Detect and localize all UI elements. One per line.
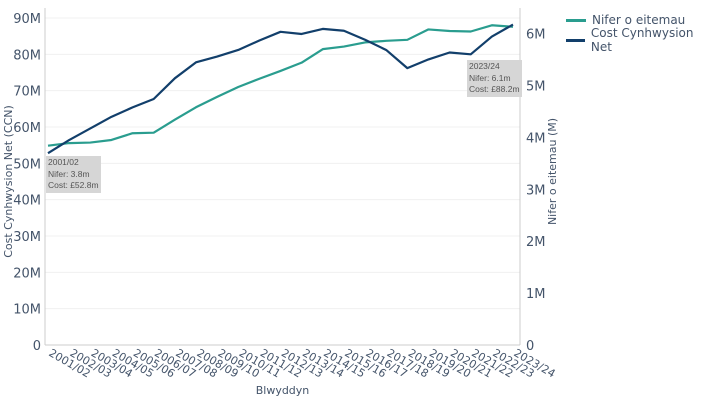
y-right-tick-label: 5M — [526, 79, 546, 94]
y-right-tick-label: 6M — [526, 28, 546, 43]
x-axis-title: Blwyddyn — [256, 384, 310, 397]
y-left-tick-label: 20M — [13, 266, 41, 281]
legend-label-cost: Cost Cynhwysion Net — [590, 26, 694, 54]
y-right-axis-title: Nifer o eitemau (M) — [546, 118, 559, 225]
annotation-line: Nifer: 3.8m — [48, 168, 90, 179]
y-left-tick-label: 70M — [13, 85, 41, 100]
series-line-cost — [47, 23, 514, 155]
y-left-tick-label: 50M — [13, 157, 41, 172]
annotation-line: Cost: £52.8m — [48, 180, 99, 190]
annotation-end: 2023/24 Nifer: 6.1m Cost: £88.2m — [467, 60, 522, 97]
y-left-tick-label: 30M — [13, 230, 41, 245]
legend: Nifer o eitemau Cost Cynhwysion Net — [566, 10, 711, 54]
series-line-nifer — [47, 24, 514, 147]
y-right-tick-label: 3M — [526, 183, 546, 198]
y-left-tick-label: 10M — [13, 303, 41, 318]
annotation-line: Nifer: 6.1m — [469, 72, 511, 83]
y-right-tick-label: 4M — [526, 131, 546, 146]
legend-label-nifer: Nifer o eitemau — [592, 13, 686, 27]
annotation-line: 2001/02 — [48, 157, 79, 167]
annotation-line: 2023/24 — [469, 61, 500, 71]
annotation-start: 2001/02 Nifer: 3.8m Cost: £52.8m — [46, 156, 101, 193]
legend-swatch-nifer — [566, 18, 586, 22]
y-left-tick-label: 80M — [13, 48, 41, 63]
y-left-tick-label: 90M — [13, 12, 41, 27]
y-right-tick-label: 0 — [526, 339, 534, 354]
y-right-tick-label: 2M — [526, 235, 546, 250]
legend-swatch-cost — [566, 38, 585, 42]
legend-item-cost[interactable]: Cost Cynhwysion Net — [566, 26, 711, 54]
y-left-tick-label: 40M — [13, 194, 41, 209]
legend-item-nifer[interactable]: Nifer o eitemau — [566, 10, 711, 30]
y-left-axis-title: Cost Cynhwysion Net (CCN) — [2, 105, 15, 258]
y-left-tick-label: 60M — [13, 121, 41, 136]
y-right-tick-label: 1M — [526, 287, 546, 302]
y-left-tick-label: 0 — [33, 339, 41, 354]
annotation-line: Cost: £88.2m — [469, 84, 520, 94]
